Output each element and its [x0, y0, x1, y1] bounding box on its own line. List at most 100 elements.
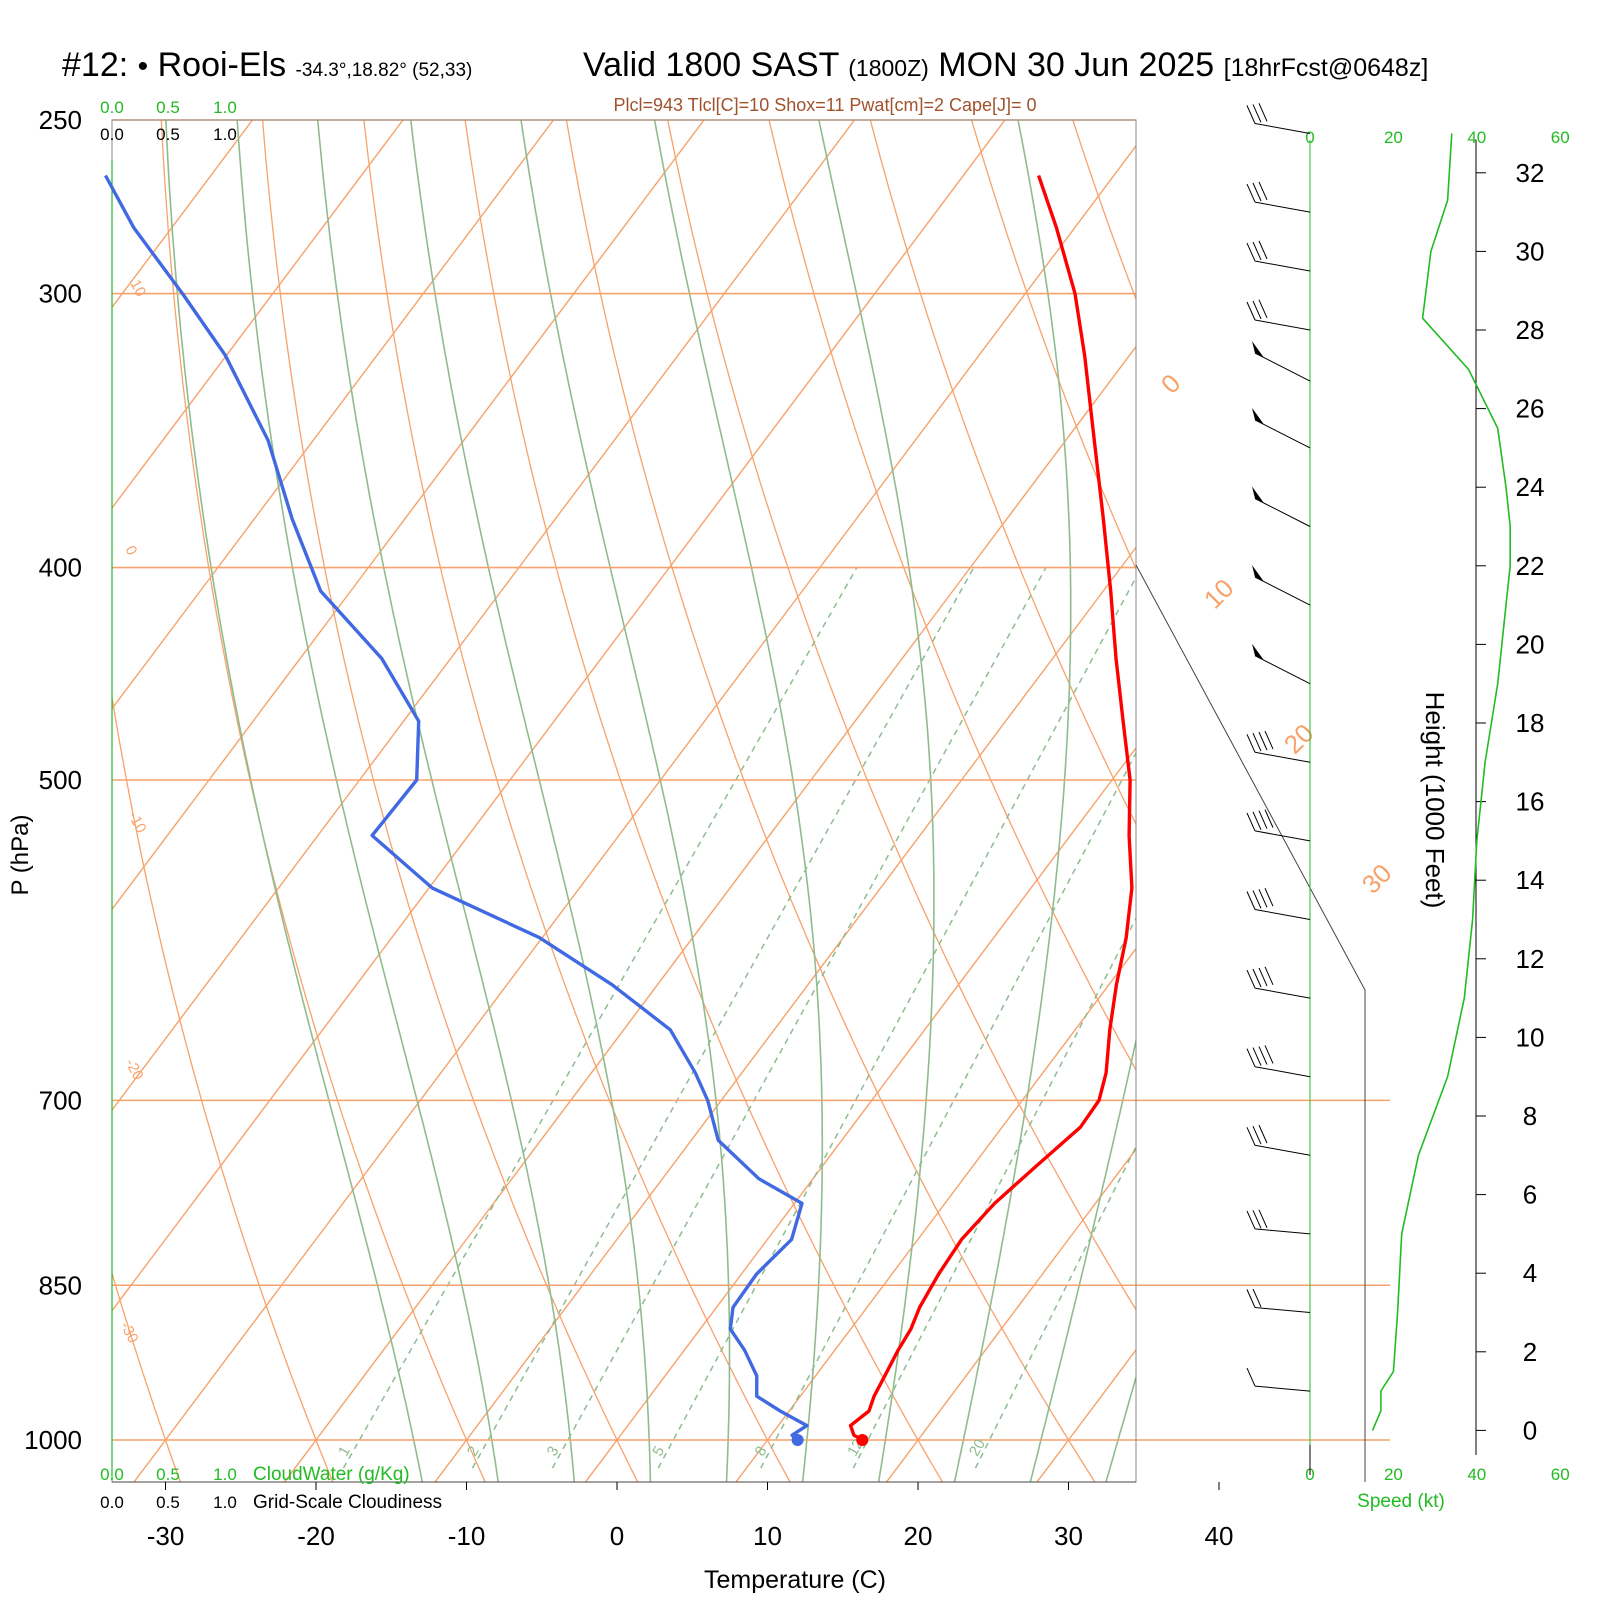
mixing-ratio-line	[342, 567, 858, 1469]
wind-barb-flag	[1252, 407, 1264, 425]
temperature-tick-label: -20	[297, 1521, 335, 1551]
wind-barb-feather	[1258, 1124, 1268, 1144]
wind-barb	[1246, 809, 1311, 842]
wind-barb-feather	[1258, 1209, 1268, 1229]
cloudiness-tick-top: 0.0	[100, 125, 124, 144]
moist-adiabat-line	[653, 120, 824, 1482]
wind-barb-staff	[1254, 1066, 1311, 1078]
height-tick-label: 28	[1516, 315, 1545, 345]
dry-adiabat-line	[363, 120, 791, 1482]
cloud-water-tick-bottom: 1.0	[213, 1465, 237, 1484]
wind-barb-feather	[1246, 812, 1256, 832]
valid-zulu: (1800Z)	[848, 55, 929, 81]
height-axis-label: Height (1000 Feet)	[1420, 692, 1450, 909]
dewpoint-trace	[104, 174, 809, 1442]
station-dot: •	[137, 50, 149, 83]
height-tick-label: 10	[1516, 1022, 1545, 1052]
wind-barb-feather	[1246, 183, 1256, 203]
mixing-ratio-label: 1	[335, 1443, 354, 1459]
height-tick-label: 20	[1516, 629, 1545, 659]
temperature-tick-label: 0	[610, 1521, 624, 1551]
isotherm-line	[1036, 1348, 1136, 1482]
wind-barb-staff	[1254, 1385, 1311, 1392]
height-tick-label: 26	[1516, 394, 1545, 424]
cloudiness-tick-bottom: 0.0	[100, 1493, 124, 1512]
temperature-trace	[848, 174, 1134, 1442]
height-tick-label: 12	[1516, 944, 1545, 974]
wind-barb-feather	[1252, 241, 1262, 261]
station-name: Rooi-Els	[157, 46, 287, 84]
wind-barb-staff	[1254, 909, 1311, 920]
wind-barb-staff	[1254, 260, 1311, 272]
wind-barb-flag	[1252, 565, 1264, 582]
wind-barb-staff	[1254, 419, 1311, 449]
moist-adiabat-line	[165, 120, 424, 1482]
wind-barb	[1246, 299, 1311, 331]
wind-barb	[1246, 240, 1311, 272]
wind-barb-feather	[1246, 891, 1256, 910]
wind-barb-feather	[1264, 966, 1274, 986]
height-tick-label: 8	[1523, 1101, 1537, 1131]
wind-barb-flag	[1252, 486, 1264, 504]
dry-adiabat-label: 10	[126, 277, 149, 300]
pressure-tick-label: 250	[39, 105, 82, 135]
x-axis-label: Temperature (C)	[704, 1566, 886, 1594]
isotherm-line	[112, 120, 705, 911]
wind-barb-feather	[1258, 731, 1268, 751]
wind-barb-feather	[1252, 1047, 1262, 1066]
wind-barb-staff	[1254, 830, 1311, 842]
pressure-tick-label: 850	[39, 1270, 82, 1300]
y-axis-label: P (hPa)	[7, 815, 34, 896]
station-number: #12:	[62, 46, 129, 84]
wind-barb-flag	[1252, 341, 1264, 358]
cloudiness-label: Grid-Scale Cloudiness	[253, 1492, 442, 1513]
wind-barb-feather	[1252, 300, 1262, 320]
wind-barb-feather	[1246, 1048, 1256, 1067]
moist-adiabat-line	[953, 120, 1072, 1482]
plot-frame	[111, 119, 1137, 1483]
wind-barb-feather	[1246, 242, 1256, 262]
chart-header: #12: • Rooi-Els -34.3°,18.82° (52,33)	[62, 46, 472, 85]
isotherm-line	[112, 120, 555, 710]
speed-tick-top: 20	[1384, 128, 1403, 147]
wind-barb-staff	[1254, 319, 1311, 331]
wind-barb	[1246, 1124, 1311, 1156]
wind-barb	[1246, 888, 1311, 920]
station-coords: -34.3°,18.82° (52,33)	[295, 60, 473, 81]
dry-adiabat-line	[261, 120, 639, 1482]
speed-tick-top: 0	[1305, 128, 1314, 147]
height-tick-label: 30	[1516, 236, 1545, 266]
wind-barb-feather	[1246, 1127, 1256, 1146]
dry-adiabat-line	[768, 120, 1136, 1072]
wind-barb	[1252, 486, 1311, 527]
pressure-tick-label: 700	[39, 1085, 82, 1115]
isotherm-line	[133, 144, 1136, 1482]
wind-barb-feather	[1258, 967, 1268, 987]
mixing-ratio-line	[657, 575, 1136, 1469]
wind-barb-staff	[1254, 987, 1311, 999]
wind-barb	[1246, 1288, 1311, 1313]
temperature-tick-label: 10	[753, 1521, 782, 1551]
wind-barb-feather	[1252, 733, 1262, 752]
moist-adiabat-line	[316, 120, 576, 1482]
wind-speed-line	[1371, 133, 1511, 1431]
speed-tick-top: 60	[1551, 128, 1570, 147]
wind-barb-staff	[1254, 498, 1311, 527]
height-tick-label: 6	[1523, 1180, 1537, 1210]
valid-header: Valid 1800 SAST (1800Z) MON 30 Jun 2025 …	[583, 46, 1428, 85]
temperature-tick-label: 30	[1054, 1521, 1083, 1551]
pressure-tick-label: 500	[39, 765, 82, 795]
wind-barb	[1246, 1209, 1311, 1235]
wind-barb-staff	[1254, 1228, 1311, 1235]
speed-tick-bottom: 20	[1384, 1465, 1403, 1484]
wind-barb-feather	[1252, 1210, 1262, 1229]
wind-barb-staff	[1254, 751, 1311, 763]
moist-adiabat-line	[818, 120, 935, 1482]
temperature-tick-label: -30	[147, 1521, 185, 1551]
forecast-label: [18hrFcst@0648z]	[1223, 54, 1429, 82]
wind-barb-feather	[1264, 1045, 1274, 1064]
temperature-tick-label: 20	[904, 1521, 933, 1551]
mixing-ratio-label: 20	[966, 1436, 989, 1459]
wind-barb	[1252, 407, 1311, 449]
